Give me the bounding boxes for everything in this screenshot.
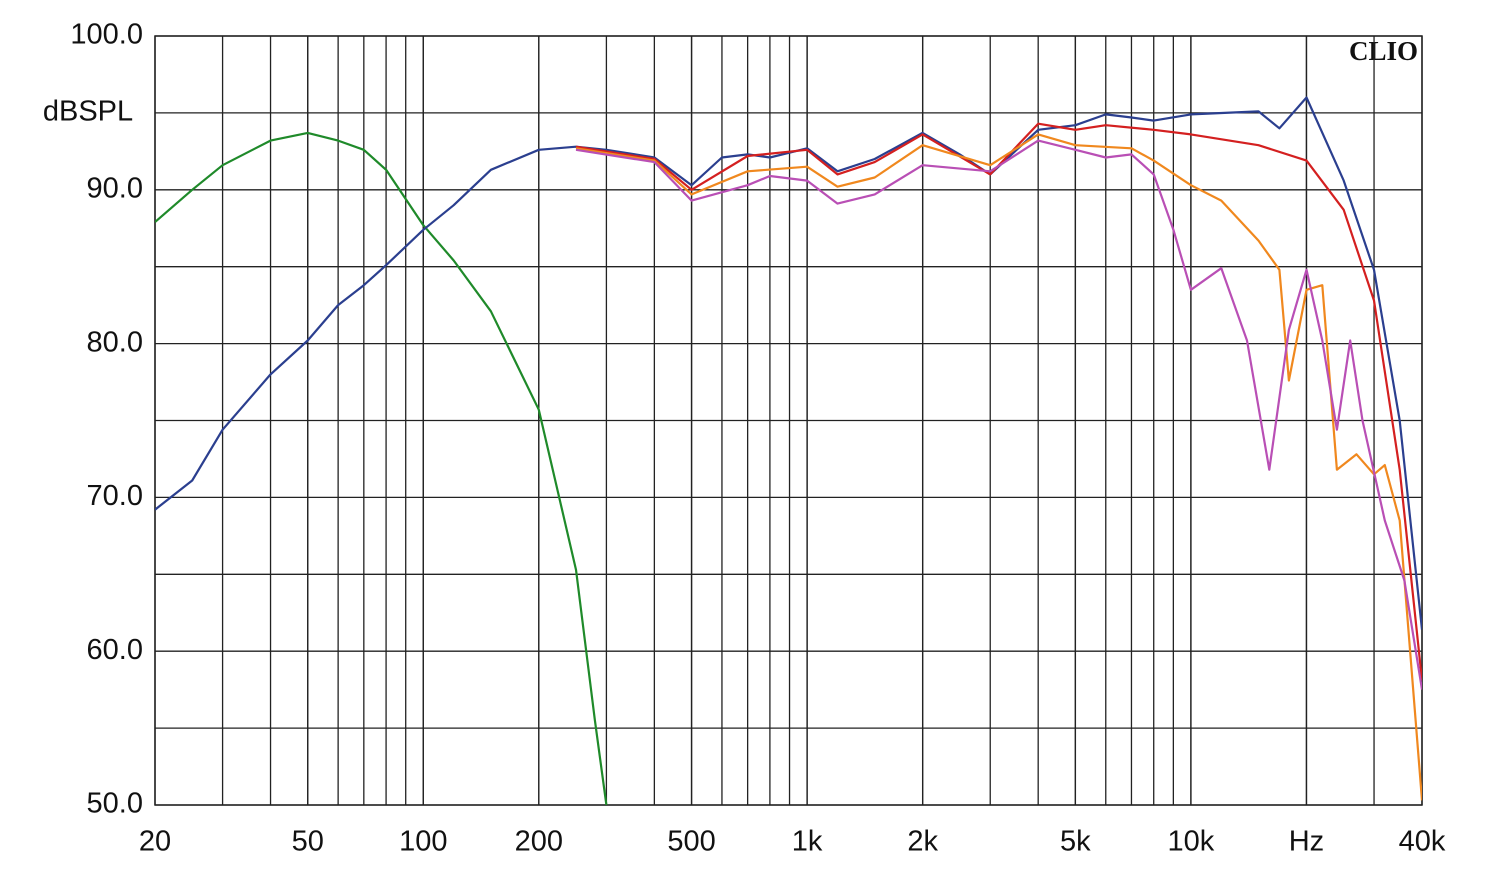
x-tick-label: 2k <box>907 826 938 858</box>
x-tick-label: 1k <box>792 826 823 858</box>
y-tick-label: 60.0 <box>87 634 143 666</box>
x-tick-label: 200 <box>515 826 563 858</box>
y-tick-label: 80.0 <box>87 326 143 358</box>
y-tick-label: 90.0 <box>87 172 143 204</box>
x-tick-label: 40k <box>1399 826 1446 858</box>
response-curve <box>155 131 608 805</box>
y-axis-label: dBSPL <box>43 96 133 128</box>
x-tick-label: 500 <box>667 826 715 858</box>
y-tick-label: 50.0 <box>87 788 143 820</box>
response-curve <box>155 96 1422 630</box>
x-tick-label: 5k <box>1060 826 1091 858</box>
x-tick-label: Hz <box>1289 826 1324 858</box>
response-curve <box>575 139 1422 690</box>
plot-frame <box>154 35 1423 806</box>
response-curve <box>575 122 1422 681</box>
annotation: CLIO <box>1349 36 1418 66</box>
x-tick-label: 20 <box>139 826 171 858</box>
x-tick-label: 100 <box>399 826 447 858</box>
y-tick-label: 70.0 <box>87 480 143 512</box>
y-tick-label: 100.0 <box>70 19 143 51</box>
x-tick-label: 50 <box>292 826 324 858</box>
response-curve <box>575 133 1422 801</box>
x-tick-label: 10k <box>1168 826 1215 858</box>
